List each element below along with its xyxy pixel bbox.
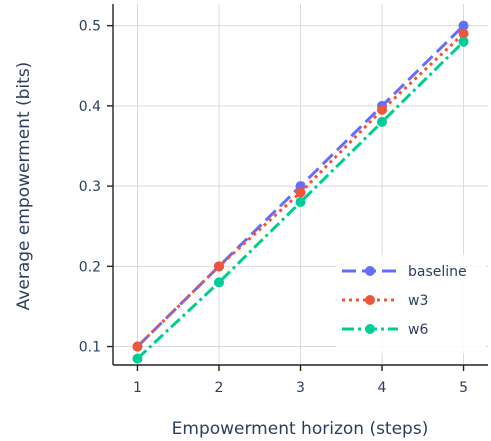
x-tick-label: 5 [459, 380, 468, 396]
y-tick-label: 0.5 [79, 19, 101, 35]
data-point-w6 [377, 116, 388, 127]
series-lines [132, 20, 469, 364]
data-point-w3 [213, 261, 224, 272]
legend-marker-baseline [365, 266, 375, 276]
data-point-w3 [295, 187, 306, 198]
x-tick-label: 4 [378, 380, 387, 396]
data-point-w6 [213, 277, 224, 288]
data-point-w3 [377, 104, 388, 115]
data-point-w6 [458, 36, 469, 47]
axes: 1 2 3 4 5 0.1 0.2 0.3 0.4 0.5 [79, 4, 488, 396]
y-tick-label: 0.2 [79, 259, 101, 275]
x-tick-label: 2 [215, 380, 224, 396]
data-point-w6 [295, 197, 306, 208]
data-point-baseline [458, 20, 469, 31]
legend[interactable]: baseline w3 w6 [336, 255, 486, 353]
x-tick-label: 1 [133, 380, 142, 396]
x-axis-title: Empowerment horizon (steps) [172, 419, 429, 439]
y-tick-label: 0.1 [79, 340, 101, 356]
legend-marker-w6 [365, 324, 375, 334]
gridlines [113, 4, 488, 365]
data-point-w3 [458, 28, 469, 39]
legend-label-w6: w6 [408, 322, 428, 338]
y-tick-label: 0.4 [79, 99, 101, 115]
x-tick-label: 3 [296, 380, 305, 396]
legend-background [336, 255, 486, 353]
data-point-w3 [132, 341, 143, 352]
data-point-w6 [132, 353, 143, 364]
legend-label-w3: w3 [408, 293, 428, 309]
y-tick-label: 0.3 [79, 179, 101, 195]
legend-label-baseline: baseline [408, 264, 467, 280]
y-axis-title: Average empowerment (bits) [14, 62, 34, 311]
legend-marker-w3 [365, 295, 375, 305]
